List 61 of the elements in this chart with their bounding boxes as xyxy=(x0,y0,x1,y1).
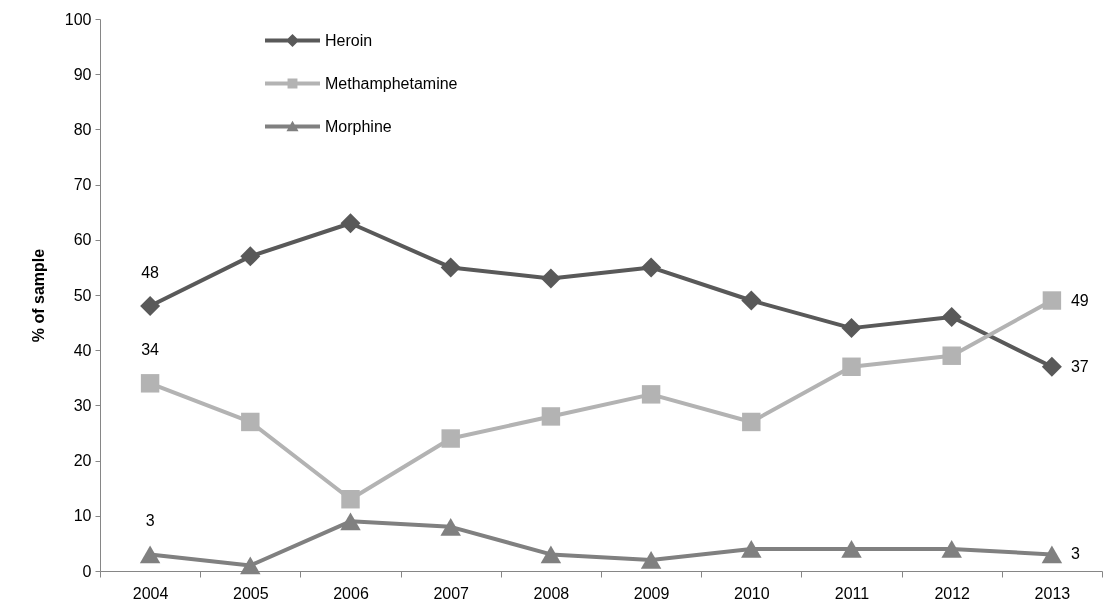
point xyxy=(240,246,261,267)
point xyxy=(240,556,261,575)
point xyxy=(742,412,761,432)
x-tick-label: 2009 xyxy=(633,584,670,602)
data-label: 3 xyxy=(145,512,155,530)
y-tick-label: 50 xyxy=(73,286,92,304)
x-tick-label: 2005 xyxy=(233,584,269,602)
point xyxy=(340,512,361,531)
point xyxy=(640,551,662,569)
point xyxy=(341,490,360,509)
y-tick-label: 90 xyxy=(73,65,92,83)
point xyxy=(641,257,662,278)
x-tick-label: 2011 xyxy=(834,584,870,602)
point xyxy=(340,213,361,234)
legend-label: Morphine xyxy=(325,117,392,135)
y-tick-label: 40 xyxy=(73,341,92,359)
data-label: 48 xyxy=(141,264,160,282)
point xyxy=(540,545,562,564)
x-tick-label: 2008 xyxy=(533,584,570,602)
point xyxy=(440,257,461,278)
x-tick-label: 2007 xyxy=(433,584,470,602)
point xyxy=(941,540,962,558)
y-tick-label: 0 xyxy=(82,562,92,580)
y-tick-label: 80 xyxy=(73,120,92,138)
x-tick-label: 2004 xyxy=(132,584,169,602)
point xyxy=(140,296,161,317)
point xyxy=(1042,291,1062,310)
data-label: 49 xyxy=(1070,291,1089,309)
y-tick-label: 10 xyxy=(73,507,92,525)
point xyxy=(540,268,561,289)
y-axis-title: % of sample xyxy=(29,248,47,343)
y-tick-label: 30 xyxy=(73,396,92,414)
y-tick-label: 100 xyxy=(64,10,92,28)
y-tick-label: 70 xyxy=(73,176,92,194)
point xyxy=(1041,545,1063,564)
y-tick-label: 60 xyxy=(73,231,92,249)
point xyxy=(140,374,160,393)
y-tick-label: 20 xyxy=(73,452,92,470)
data-label: 34 xyxy=(141,341,160,359)
point xyxy=(841,318,862,339)
data-label: 3 xyxy=(1070,545,1080,563)
point xyxy=(941,307,962,328)
data-label: 37 xyxy=(1070,357,1089,375)
x-tick-label: 2006 xyxy=(333,584,369,602)
point xyxy=(641,385,661,404)
point xyxy=(440,517,461,536)
x-tick-label: 2013 xyxy=(1034,584,1071,602)
point xyxy=(741,290,762,311)
x-tick-label: 2012 xyxy=(934,584,971,602)
point xyxy=(741,540,762,558)
point xyxy=(841,540,862,558)
point xyxy=(441,429,460,448)
point xyxy=(541,407,561,426)
x-tick-label: 2010 xyxy=(734,584,770,602)
point xyxy=(139,545,161,564)
point xyxy=(241,412,260,432)
point xyxy=(942,346,961,365)
point xyxy=(842,357,861,376)
legend-label: Heroin xyxy=(325,31,373,49)
legend-label: Methamphetamine xyxy=(325,74,458,92)
point xyxy=(1041,356,1062,377)
